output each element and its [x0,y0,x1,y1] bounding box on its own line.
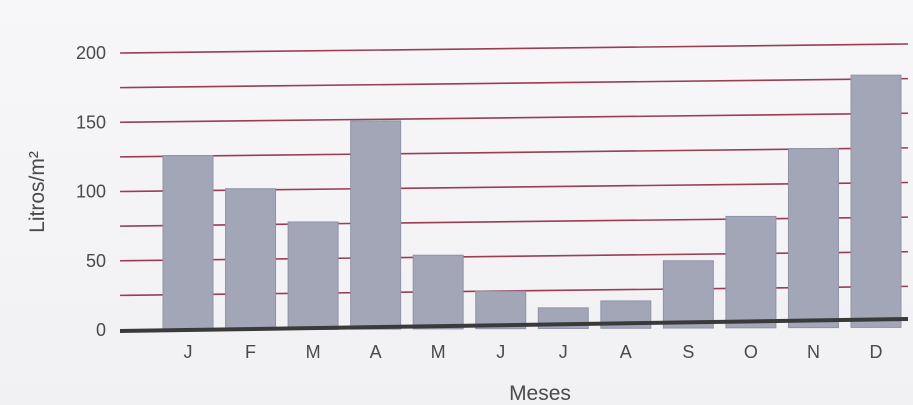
bar-11 [787,148,839,329]
bar-9 [662,260,714,329]
y-tick-label: 50 [86,251,106,271]
y-tick-label: 150 [76,112,106,132]
bar-2 [225,188,277,331]
x-tick-label: A [370,342,382,362]
x-axis-baseline [119,317,909,333]
gridline [119,147,909,158]
y-tick-labels: 0 50 100 150 200 [76,43,106,340]
y-tick-label: 200 [76,43,106,63]
y-tick-label: 100 [76,182,106,202]
bars [162,74,902,331]
bar-12 [850,74,902,328]
x-tick-label: F [245,342,256,362]
bar-6 [475,290,527,330]
bar-3 [287,221,339,330]
bar-4 [350,120,402,330]
x-tick-label: M [306,342,321,362]
gridline [119,77,909,89]
y-tick-label: 0 [96,320,106,340]
x-tick-label: M [431,342,446,362]
x-tick-label: O [744,342,758,362]
bar-10 [725,215,777,329]
axes [119,317,909,333]
y-axis-label: Litros/m² [26,151,49,233]
x-tick-label: J [559,342,568,362]
gridline [119,43,909,54]
bar-5 [412,254,464,330]
x-tick-label: D [870,342,883,362]
x-tick-label: N [807,342,820,362]
x-axis-label: Meses [509,382,571,405]
x-tick-label: J [184,342,193,362]
x-tick-label: J [496,342,505,362]
x-tick-label: S [682,342,694,362]
bar-1 [162,154,214,331]
gridline [119,112,909,124]
x-tick-label: A [620,342,632,362]
